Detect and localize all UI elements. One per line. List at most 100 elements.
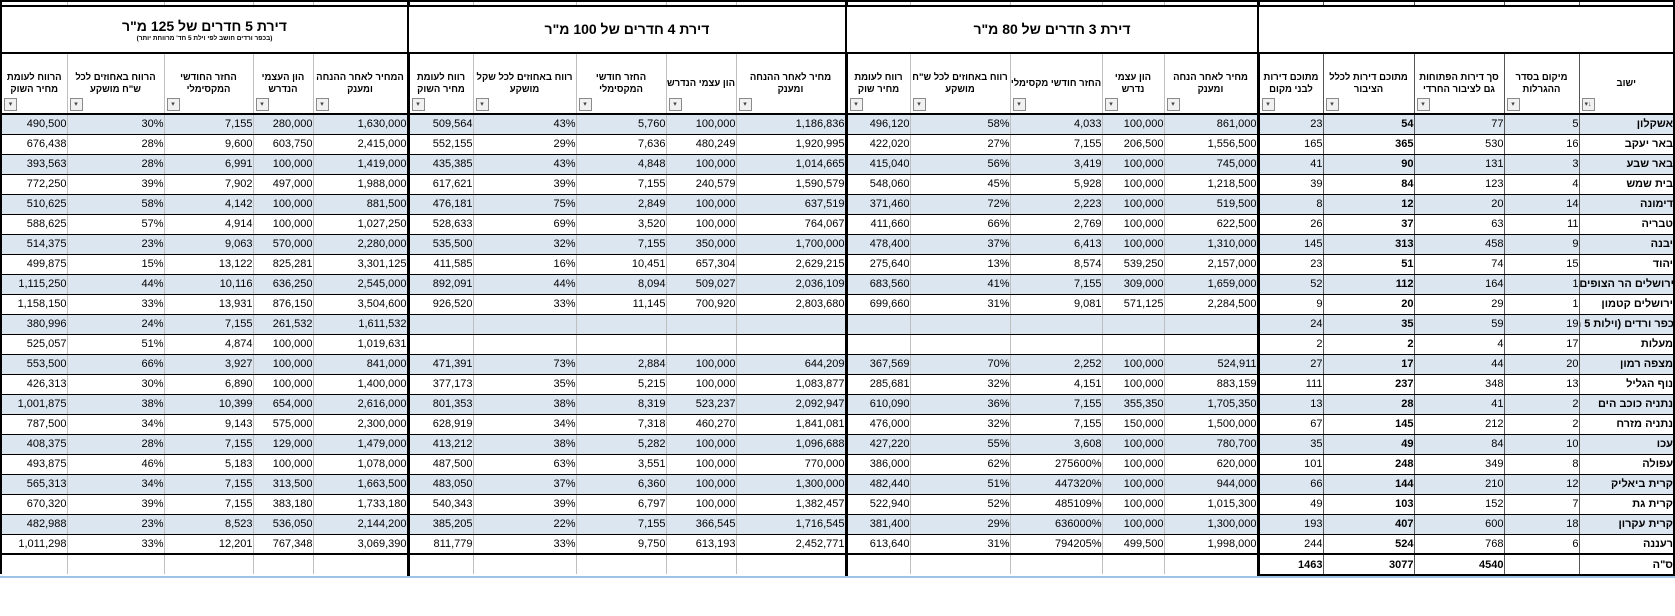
data-cell[interactable]: 349 <box>1414 454 1505 475</box>
filter-dropdown-button[interactable]: ▾ <box>1104 98 1118 111</box>
data-cell[interactable]: 35 <box>1323 314 1415 335</box>
data-cell[interactable]: 210 <box>1414 474 1505 495</box>
data-cell[interactable]: 51% <box>67 334 165 355</box>
data-cell[interactable]: 5,282 <box>576 434 667 455</box>
data-cell[interactable]: 84 <box>1323 174 1415 195</box>
city-cell[interactable]: נתניה מזרח <box>1579 414 1675 435</box>
data-cell[interactable]: 4,151 <box>1010 374 1103 395</box>
lottery-position-cell[interactable]: 10 <box>1504 434 1580 455</box>
data-cell[interactable]: 101 <box>1258 454 1324 475</box>
data-cell[interactable]: 493,875 <box>1 454 68 475</box>
lottery-position-cell[interactable]: 13 <box>1504 374 1580 395</box>
data-cell[interactable]: 1,590,579 <box>736 174 848 195</box>
data-cell[interactable]: 100,000 <box>666 454 737 475</box>
data-cell[interactable]: 458 <box>1414 234 1505 255</box>
data-cell[interactable]: 9,750 <box>576 534 667 555</box>
data-cell[interactable]: 2,452,771 <box>736 534 848 555</box>
data-cell[interactable] <box>1164 334 1260 355</box>
data-cell[interactable] <box>910 314 1011 335</box>
data-cell[interactable]: 772,250 <box>1 174 68 195</box>
data-cell[interactable]: 100,000 <box>666 114 737 135</box>
data-cell[interactable]: 636,250 <box>253 274 314 295</box>
filter-dropdown-button[interactable]: ▾ <box>69 98 83 111</box>
data-cell[interactable]: 366,545 <box>666 514 737 535</box>
data-cell[interactable]: 165 <box>1258 134 1324 155</box>
data-cell[interactable]: 1,015,300 <box>1164 494 1260 515</box>
data-cell[interactable]: 112 <box>1323 274 1415 295</box>
data-cell[interactable]: 43% <box>473 114 577 135</box>
data-cell[interactable]: 7,155 <box>576 234 667 255</box>
data-cell[interactable]: 51% <box>910 474 1011 495</box>
data-cell[interactable] <box>666 314 737 335</box>
data-cell[interactable]: 9,600 <box>164 134 254 155</box>
filter-dropdown-button[interactable]: ▾ <box>255 98 269 111</box>
data-cell[interactable]: 45% <box>910 174 1011 195</box>
data-cell[interactable]: 2 <box>1323 334 1415 355</box>
data-cell[interactable]: 73% <box>473 354 577 375</box>
data-cell[interactable]: 3,520 <box>576 214 667 235</box>
data-cell[interactable]: 5,215 <box>576 374 667 395</box>
data-cell[interactable]: 1,186,836 <box>736 114 848 135</box>
data-cell[interactable]: 144 <box>1323 474 1415 495</box>
data-cell[interactable]: 841,000 <box>313 354 410 375</box>
data-cell[interactable] <box>910 334 1011 355</box>
data-cell[interactable]: 280,000 <box>253 114 314 135</box>
data-cell[interactable]: 100,000 <box>253 334 314 355</box>
data-cell[interactable]: 237 <box>1323 374 1415 395</box>
data-cell[interactable]: 77 <box>1414 114 1505 135</box>
filter-dropdown-button[interactable]: ▾ <box>849 98 863 111</box>
data-cell[interactable]: 447320% <box>1010 474 1103 495</box>
data-cell[interactable] <box>408 334 474 355</box>
data-cell[interactable]: 1,014,665 <box>736 154 848 175</box>
data-cell[interactable]: 4,848 <box>576 154 667 175</box>
data-cell[interactable]: 1,659,000 <box>1164 274 1260 295</box>
data-cell[interactable]: 100,000 <box>253 214 314 235</box>
data-cell[interactable]: 2,144,200 <box>313 514 410 535</box>
data-cell[interactable]: 100,000 <box>1102 194 1165 215</box>
data-cell[interactable]: 408,375 <box>1 434 68 455</box>
data-cell[interactable]: 427,220 <box>846 434 911 455</box>
data-cell[interactable]: 485109% <box>1010 494 1103 515</box>
data-cell[interactable]: 2,300,000 <box>313 414 410 435</box>
filter-dropdown-button[interactable]: ▾ <box>4 98 17 111</box>
data-cell[interactable]: 2,803,680 <box>736 294 848 315</box>
data-cell[interactable]: 39% <box>67 494 165 515</box>
data-cell[interactable]: 129,000 <box>253 434 314 455</box>
data-cell[interactable]: 768 <box>1414 534 1505 555</box>
data-cell[interactable]: 636000% <box>1010 514 1103 535</box>
city-cell[interactable]: קרית גת <box>1579 494 1675 515</box>
data-cell[interactable]: 411,660 <box>846 214 911 235</box>
data-cell[interactable]: 46% <box>67 454 165 475</box>
lottery-position-cell[interactable]: 17 <box>1504 334 1580 355</box>
city-cell[interactable]: דימונה <box>1579 194 1675 215</box>
data-cell[interactable]: 63 <box>1414 214 1505 235</box>
data-cell[interactable]: 7,318 <box>576 414 667 435</box>
lottery-position-cell[interactable]: 3 <box>1504 154 1580 175</box>
city-cell[interactable]: ירושלים קטמון <box>1579 294 1675 315</box>
data-cell[interactable]: 1,733,180 <box>313 494 410 515</box>
data-cell[interactable]: 536,050 <box>253 514 314 535</box>
data-cell[interactable]: 100,000 <box>253 354 314 375</box>
data-cell[interactable]: 371,460 <box>846 194 911 215</box>
data-cell[interactable]: 603,750 <box>253 134 314 155</box>
sort-filter-button[interactable]: ↓▾ <box>1581 98 1595 111</box>
lottery-position-cell[interactable]: 15 <box>1504 254 1580 275</box>
data-cell[interactable]: 30% <box>67 114 165 135</box>
data-cell[interactable]: 2,284,500 <box>1164 294 1260 315</box>
data-cell[interactable]: 7,155 <box>576 174 667 195</box>
data-cell[interactable]: 509,027 <box>666 274 737 295</box>
data-cell[interactable]: 2,849 <box>576 194 667 215</box>
data-cell[interactable] <box>1164 314 1260 335</box>
data-cell[interactable]: 367,569 <box>846 354 911 375</box>
data-cell[interactable]: 16% <box>473 254 577 275</box>
filter-dropdown-button[interactable]: ▾ <box>1325 98 1339 111</box>
data-cell[interactable]: 37% <box>473 474 577 495</box>
data-cell[interactable]: 54 <box>1323 114 1415 135</box>
data-cell[interactable]: 33% <box>67 294 165 315</box>
data-cell[interactable] <box>736 314 848 335</box>
data-cell[interactable]: 540,343 <box>408 494 474 515</box>
data-cell[interactable]: 2 <box>1258 334 1324 355</box>
data-cell[interactable]: 49 <box>1258 494 1324 515</box>
data-cell[interactable]: 2,157,000 <box>1164 254 1260 275</box>
data-cell[interactable]: 261,532 <box>253 314 314 335</box>
